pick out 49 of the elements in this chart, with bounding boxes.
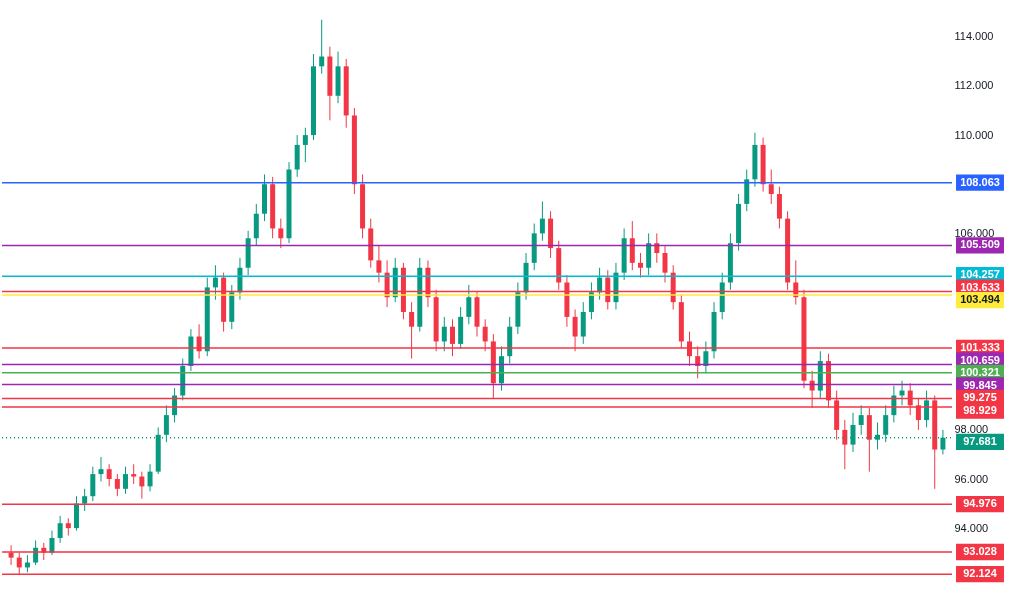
y-tick-label: 114.000 bbox=[954, 30, 994, 43]
ref-line-label: 103.494 bbox=[960, 293, 1001, 306]
candlestick bbox=[57, 515, 63, 544]
candlestick bbox=[662, 245, 668, 283]
ref-line-label: 103.633 bbox=[960, 280, 1000, 293]
candlestick bbox=[106, 463, 112, 487]
candlestick bbox=[654, 232, 660, 264]
candlestick bbox=[90, 466, 96, 502]
candlestick bbox=[924, 390, 930, 428]
y-tick-label: 112.000 bbox=[954, 79, 994, 92]
candlestick bbox=[278, 218, 284, 249]
candlestick bbox=[376, 245, 382, 283]
candlestick bbox=[441, 316, 447, 352]
y-tick-label: 110.000 bbox=[954, 128, 994, 141]
y-tick-label: 98.000 bbox=[954, 423, 989, 436]
ref-line-label: 101.333 bbox=[960, 341, 1000, 353]
candlestick bbox=[139, 471, 145, 500]
candlestick bbox=[123, 466, 129, 495]
ref-line-label: 105.509 bbox=[960, 238, 1000, 251]
ref-line-label: 92.124 bbox=[963, 567, 998, 580]
ref-line-label: 108.063 bbox=[960, 175, 1000, 188]
candlestick bbox=[98, 456, 104, 482]
candlestick bbox=[131, 463, 137, 485]
ref-line-label: 100.659 bbox=[960, 353, 1000, 366]
candlestick bbox=[588, 281, 594, 320]
candlestick bbox=[858, 404, 864, 436]
ref-line-label: 94.976 bbox=[963, 497, 997, 510]
candlestick bbox=[302, 127, 308, 163]
ref-line-label: 99.845 bbox=[963, 378, 997, 391]
candlestick bbox=[212, 264, 218, 301]
y-tick-label: 96.000 bbox=[954, 472, 989, 485]
candlestick bbox=[82, 488, 88, 512]
ref-line-label: 98.929 bbox=[963, 403, 997, 416]
candlestick bbox=[114, 473, 120, 497]
candlestick bbox=[637, 252, 643, 279]
ref-line-label: 93.028 bbox=[963, 545, 997, 558]
y-tick-label: 94.000 bbox=[954, 521, 989, 534]
ref-line-label: 100.321 bbox=[960, 366, 1000, 379]
ref-line-label: 99.275 bbox=[963, 391, 997, 404]
candlestick bbox=[703, 340, 709, 374]
ref-line-label: 97.681 bbox=[963, 434, 997, 447]
candlestick bbox=[319, 19, 325, 75]
y-tick-label: 106.000 bbox=[954, 226, 995, 239]
candlestick bbox=[539, 200, 545, 242]
candlestick bbox=[466, 284, 472, 325]
candlestick bbox=[768, 168, 774, 205]
candlestick bbox=[147, 463, 153, 492]
candlestick bbox=[842, 419, 848, 470]
ref-line-label: 104.257 bbox=[960, 268, 1000, 281]
